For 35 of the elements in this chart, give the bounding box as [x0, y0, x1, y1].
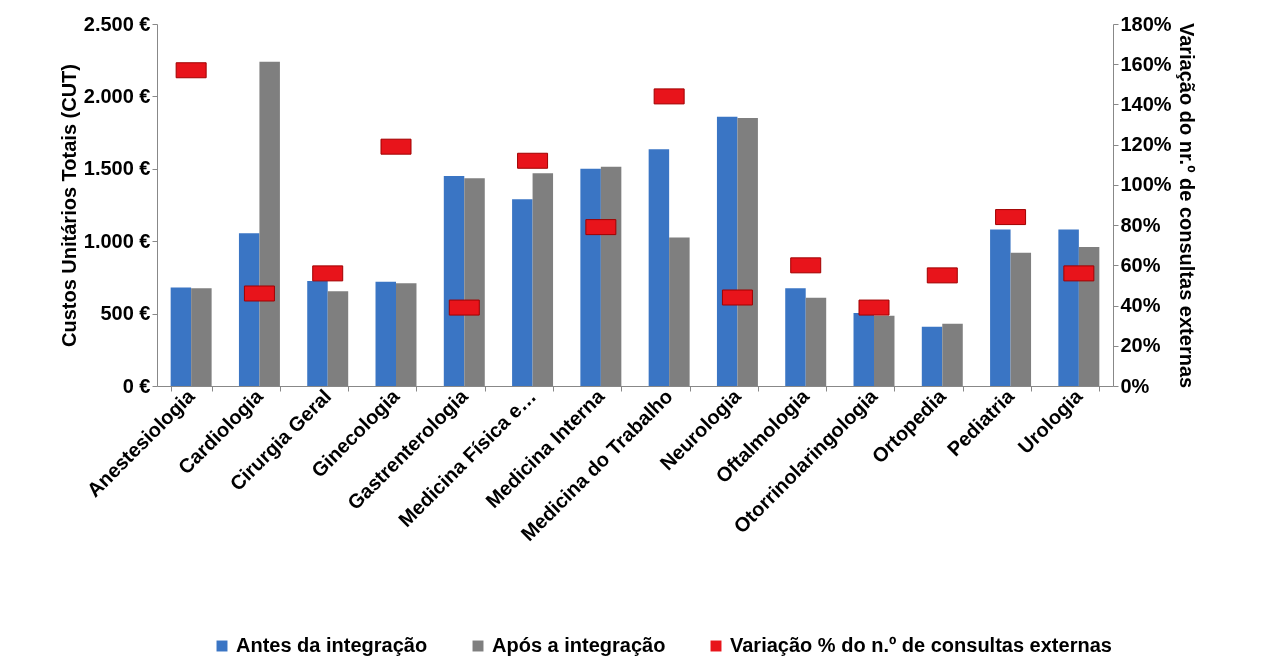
legend-label: Variação % do n.º de consultas externas [730, 634, 1112, 656]
y2-tick-label: 100% [1120, 173, 1172, 196]
bar [512, 199, 533, 386]
y-axis-title: Custos Unitários Totais (CUT) [57, 64, 80, 347]
bar [921, 326, 943, 386]
y-tick-label: 500 € [100, 302, 151, 325]
legend-label: Antes da integração [236, 634, 428, 656]
y2-tick-label: 0% [1120, 374, 1150, 397]
bar [170, 287, 192, 386]
y2-tick-label: 60% [1120, 253, 1161, 276]
legend-label: Após a integração [492, 634, 666, 656]
y-tick-label: 1.500 € [83, 157, 151, 180]
y2-axis-title: Variação do nr.º de consultas externas [1175, 22, 1198, 389]
bar [1058, 229, 1079, 386]
bar [238, 233, 260, 386]
y-tick-label: 1.000 € [83, 229, 151, 252]
y2-tick-label: 80% [1120, 213, 1161, 236]
bar [990, 229, 1011, 386]
y-tick-label: 0 € [122, 374, 151, 397]
bar [716, 116, 738, 386]
bar [853, 312, 874, 386]
y2-tick-label: 140% [1120, 92, 1172, 115]
bar [648, 149, 670, 386]
y2-tick-label: 120% [1120, 133, 1172, 156]
bar [785, 288, 806, 386]
y-tick-label: 2.000 € [83, 84, 151, 107]
bar [375, 281, 396, 386]
y2-tick-label: 180% [1120, 12, 1172, 35]
y2-tick-label: 160% [1120, 52, 1172, 75]
bar [443, 176, 465, 386]
bar [580, 168, 601, 386]
y-tick-label: 2.500 € [83, 12, 151, 35]
y2-tick-label: 20% [1120, 334, 1161, 357]
bar [307, 281, 328, 386]
y2-tick-label: 40% [1120, 294, 1161, 317]
